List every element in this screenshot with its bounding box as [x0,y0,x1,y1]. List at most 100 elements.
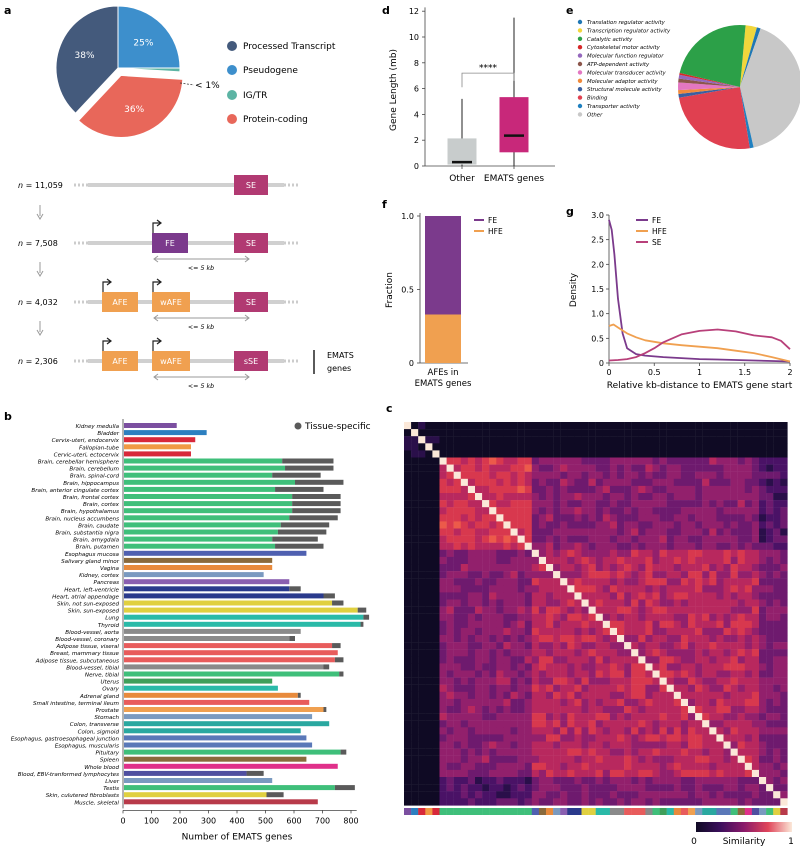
heatmap-cell [418,748,426,756]
heatmap-cell [666,450,674,458]
heatmap-cell [475,436,483,444]
heatmap-cell [688,606,696,614]
heatmap-cell [759,429,767,437]
heatmap-cell [588,578,596,586]
bar-category-label: Skin, sun-exposed [68,609,120,615]
heatmap-cell [659,613,667,621]
heatmap-cell [517,777,525,785]
heatmap-cell [553,514,561,522]
heatmap-cell [404,620,412,629]
heatmap-cell [602,485,611,494]
heatmap-cell [780,564,788,572]
heatmap-cell [631,613,639,621]
heatmap-cell [716,670,724,678]
heatmap-cell [467,507,476,515]
heatmap-cell [503,791,511,799]
heatmap-cell [773,791,781,799]
heatmap-cell [723,606,731,614]
heatmap-cell [446,592,454,600]
heatmap-cell [524,585,532,593]
heatmap-cell [475,769,483,778]
heatmap-cell [624,741,632,749]
heatmap-cell [680,507,689,515]
heatmap-cell [496,507,504,515]
heatmap-cell [652,542,660,550]
exon-wafe [152,292,190,312]
heatmap-cell [460,627,469,636]
heatmap-cell [624,599,632,607]
heatmap-cell [673,677,682,685]
bar-tissue-specific [285,465,334,471]
heatmap-cell [759,777,767,785]
heatmap-cell [751,556,760,565]
heatmap-cell [780,642,788,650]
heatmap-cell [482,741,490,749]
heatmap-cell [638,706,646,714]
heatmap-cell [453,791,461,799]
heatmap-cell [475,585,483,593]
heatmap-cell [751,798,760,806]
heatmap-cell [588,457,596,465]
heatmap-cell [574,429,582,437]
heatmap-cell [475,755,483,763]
heatmap-cell [432,698,440,707]
heatmap-cell [609,464,618,472]
heatmap-cell [638,748,646,756]
pie-slice-label: 38% [75,51,95,61]
heatmap-cell [716,656,724,664]
bar-category-label: Brain, hypothalamus [61,509,119,515]
heatmap-cell [574,599,582,607]
heatmap-cell [574,663,582,671]
heatmap-cell [446,777,454,785]
heatmap-cell [624,656,632,664]
heatmap-cell [652,599,660,607]
heatmap-cell [425,599,433,607]
heatmap-cell [553,734,561,742]
heatmap-cell [567,627,575,636]
heatmap-cell [567,727,575,735]
heatmap-cell [680,734,689,742]
heatmap-cell [624,784,632,792]
heatmap-cell [716,578,724,586]
heatmap-cell [531,457,540,465]
heatmap-cell [702,777,710,785]
heatmap-cell [560,620,568,629]
heatmap-cell [489,798,497,806]
heatmap-cell [574,528,582,536]
heatmap-cell [631,727,639,735]
heatmap-cell [631,535,639,543]
heatmap-cell [744,656,753,664]
heatmap-cell [645,606,653,614]
heatmap-cell [631,485,639,494]
heatmap-cell [602,635,611,643]
heatmap-cell [439,514,447,522]
heatmap-cell [673,649,682,657]
heatmap-cell [609,791,618,799]
heatmap-cell [617,613,625,621]
heatmap-cell [730,464,738,472]
row-count-value: 2,306 [35,357,58,366]
heatmap-cell [496,521,504,529]
heatmap-cell [595,514,603,522]
heatmap-cell [489,493,497,501]
heatmap-cell [503,684,511,692]
heatmap-cell [524,564,532,572]
tissue-color-strip [737,808,745,815]
heatmap-cell [595,571,603,579]
heatmap-cell [673,698,682,707]
exon-label: SE [246,298,256,307]
heatmap-cell [467,464,476,472]
heatmap-cell [730,542,738,550]
heatmap-cell [695,784,703,792]
biotype-pie-chart: 25%36%38% [55,5,184,138]
heatmap-cell [567,429,575,437]
heatmap-cell [759,585,767,593]
heatmap-cell [503,734,511,742]
heatmap-cell [773,698,781,707]
heatmap-cell [695,471,703,479]
heatmap-cell [737,691,745,700]
heatmap-cell [773,549,781,558]
x-tick-label: 100 [144,816,159,825]
heatmap-cell [737,528,745,536]
bar-shared [124,785,335,791]
